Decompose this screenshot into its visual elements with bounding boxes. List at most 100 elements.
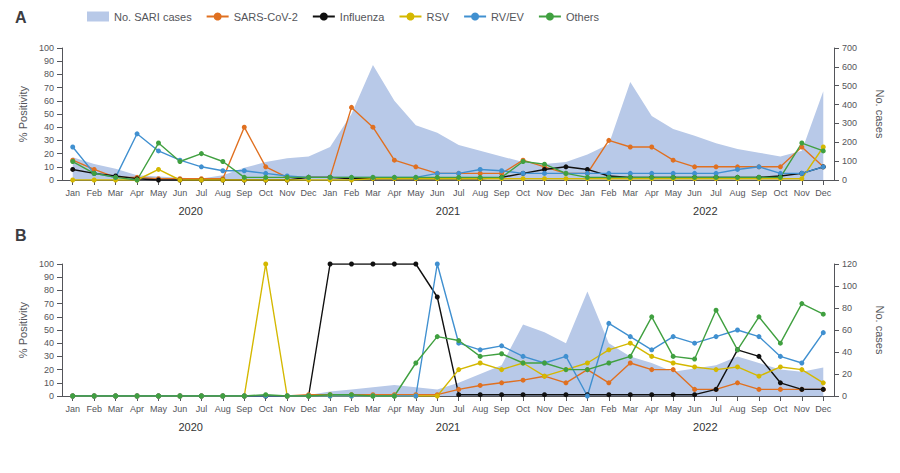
svg-text:40: 40 [44, 122, 54, 132]
svg-text:0: 0 [49, 175, 54, 185]
svg-text:Dec: Dec [301, 404, 318, 414]
svg-text:0: 0 [49, 391, 54, 401]
svg-text:500: 500 [842, 81, 857, 91]
svg-text:300: 300 [842, 118, 857, 128]
svg-text:0: 0 [842, 391, 847, 401]
svg-text:No. SARI cases: No. SARI cases [114, 11, 192, 23]
svg-text:Sep: Sep [236, 404, 252, 414]
svg-text:30: 30 [44, 135, 54, 145]
svg-text:Sep: Sep [751, 188, 767, 198]
svg-text:Jul: Jul [710, 404, 722, 414]
svg-text:50: 50 [44, 325, 54, 335]
svg-text:Feb: Feb [344, 404, 360, 414]
svg-text:Aug: Aug [729, 404, 745, 414]
svg-text:Jul: Jul [196, 404, 208, 414]
svg-text:Apr: Apr [130, 404, 144, 414]
svg-text:Jun: Jun [430, 188, 445, 198]
svg-text:2020: 2020 [178, 205, 202, 217]
svg-text:20: 20 [44, 365, 54, 375]
svg-text:Sep: Sep [751, 404, 767, 414]
svg-text:Nov: Nov [536, 188, 553, 198]
svg-text:Nov: Nov [794, 404, 811, 414]
svg-text:600: 600 [842, 62, 857, 72]
svg-text:Jul: Jul [453, 404, 465, 414]
svg-text:60: 60 [44, 312, 54, 322]
svg-text:Jan: Jan [580, 404, 595, 414]
svg-text:Mar: Mar [365, 404, 381, 414]
svg-text:2020: 2020 [178, 421, 202, 433]
svg-text:RV/EV: RV/EV [491, 11, 524, 23]
svg-text:40: 40 [842, 347, 852, 357]
svg-text:80: 80 [44, 69, 54, 79]
svg-text:No. cases: No. cases [874, 90, 886, 139]
svg-text:% Positivity: % Positivity [17, 301, 29, 358]
svg-text:Jul: Jul [196, 188, 208, 198]
svg-text:2021: 2021 [436, 421, 460, 433]
svg-text:A: A [15, 9, 27, 26]
svg-text:Jul: Jul [710, 188, 722, 198]
svg-text:Influenza: Influenza [340, 11, 386, 23]
svg-text:10: 10 [44, 162, 54, 172]
svg-text:Aug: Aug [215, 404, 231, 414]
svg-text:Mar: Mar [365, 188, 381, 198]
svg-text:Jun: Jun [430, 404, 445, 414]
svg-text:50: 50 [44, 109, 54, 119]
svg-text:2021: 2021 [436, 205, 460, 217]
svg-text:May: May [150, 404, 168, 414]
svg-text:Mar: Mar [623, 188, 639, 198]
svg-text:Dec: Dec [815, 188, 832, 198]
svg-text:Jun: Jun [687, 404, 702, 414]
svg-text:80: 80 [842, 303, 852, 313]
svg-text:Feb: Feb [86, 188, 102, 198]
svg-text:10: 10 [44, 378, 54, 388]
svg-text:Jun: Jun [173, 188, 188, 198]
svg-text:2022: 2022 [693, 205, 717, 217]
svg-text:Oct: Oct [773, 404, 788, 414]
svg-text:90: 90 [44, 272, 54, 282]
svg-text:Oct: Oct [259, 404, 274, 414]
svg-text:Jul: Jul [453, 188, 465, 198]
svg-text:Oct: Oct [516, 188, 531, 198]
svg-text:B: B [15, 227, 27, 244]
svg-text:Sep: Sep [494, 188, 510, 198]
svg-text:700: 700 [842, 43, 857, 53]
svg-text:Dec: Dec [558, 188, 575, 198]
svg-text:Jan: Jan [323, 188, 338, 198]
svg-text:70: 70 [44, 83, 54, 93]
svg-text:Apr: Apr [387, 404, 401, 414]
svg-text:May: May [407, 404, 425, 414]
svg-text:90: 90 [44, 56, 54, 66]
svg-text:200: 200 [842, 137, 857, 147]
svg-text:Nov: Nov [279, 188, 296, 198]
svg-text:Apr: Apr [130, 188, 144, 198]
svg-text:Aug: Aug [472, 404, 488, 414]
svg-text:100: 100 [842, 156, 857, 166]
svg-text:Nov: Nov [536, 404, 553, 414]
svg-text:No. cases: No. cases [874, 306, 886, 355]
svg-text:60: 60 [44, 96, 54, 106]
svg-text:Feb: Feb [601, 188, 617, 198]
svg-text:60: 60 [842, 325, 852, 335]
svg-text:100: 100 [842, 281, 857, 291]
svg-text:Apr: Apr [645, 404, 659, 414]
svg-text:May: May [665, 188, 683, 198]
svg-text:Jan: Jan [323, 404, 338, 414]
svg-text:120: 120 [842, 259, 857, 269]
svg-text:Nov: Nov [279, 404, 296, 414]
svg-text:Jun: Jun [173, 404, 188, 414]
svg-text:Nov: Nov [794, 188, 811, 198]
svg-text:Oct: Oct [516, 404, 531, 414]
svg-text:Jan: Jan [65, 404, 80, 414]
svg-text:2022: 2022 [693, 421, 717, 433]
svg-text:20: 20 [842, 369, 852, 379]
svg-text:Feb: Feb [601, 404, 617, 414]
svg-text:May: May [150, 188, 168, 198]
svg-text:Mar: Mar [108, 188, 124, 198]
svg-text:400: 400 [842, 100, 857, 110]
svg-text:May: May [665, 404, 683, 414]
svg-text:May: May [407, 188, 425, 198]
svg-text:Sep: Sep [236, 188, 252, 198]
svg-text:Mar: Mar [108, 404, 124, 414]
svg-text:Feb: Feb [344, 188, 360, 198]
svg-text:Dec: Dec [301, 188, 318, 198]
